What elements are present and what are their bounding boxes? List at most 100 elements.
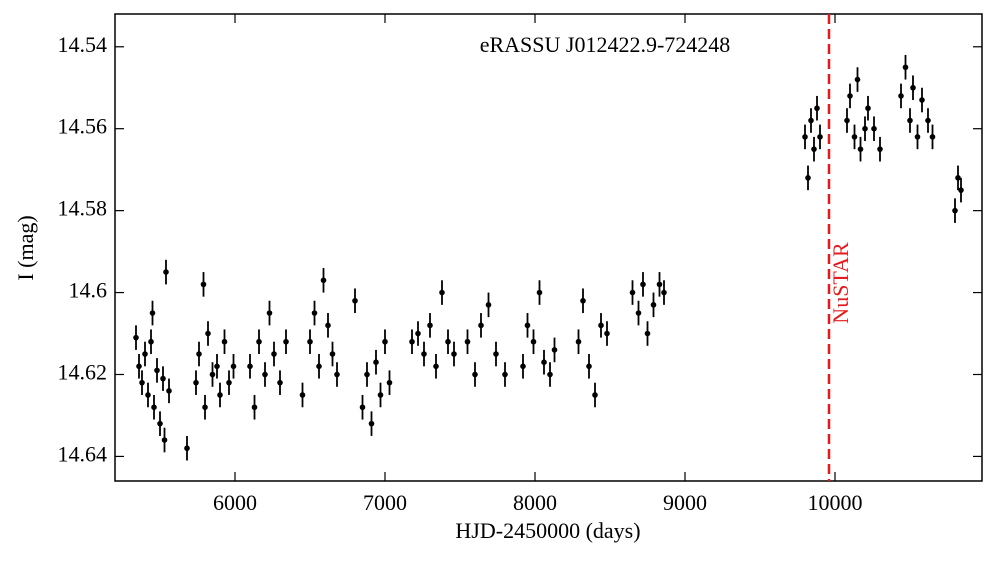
data-point: [661, 289, 667, 296]
data-point: [871, 125, 877, 132]
y-tick-label: 14.64: [58, 441, 108, 466]
data-point: [364, 371, 370, 378]
data-point: [811, 146, 817, 152]
x-tick-label: 7000: [363, 490, 407, 515]
data-point: [202, 404, 208, 411]
data-point: [382, 338, 388, 345]
data-point: [433, 363, 439, 370]
data-point: [329, 351, 336, 357]
data-point: [955, 175, 961, 181]
data-point: [299, 392, 306, 398]
data-point: [485, 302, 492, 308]
data-point: [851, 134, 858, 140]
x-axis-label: HJD-2450000 (days): [455, 518, 640, 543]
data-point: [325, 322, 331, 329]
data-point: [136, 363, 142, 370]
plot-frame: [114, 13, 983, 482]
y-tick-label: 14.54: [58, 32, 108, 57]
data-point: [154, 367, 160, 374]
data-point: [635, 310, 642, 316]
data-point: [200, 281, 207, 288]
y-tick-label: 14.58: [58, 196, 108, 221]
data-point: [148, 338, 154, 345]
data-point: [421, 351, 427, 357]
data-point: [166, 388, 172, 394]
data-point: [502, 371, 508, 378]
data-point: [271, 351, 277, 357]
data-point: [145, 392, 151, 398]
data-point: [277, 379, 283, 386]
data-point: [439, 289, 445, 296]
data-point: [161, 437, 168, 443]
data-point: [592, 392, 598, 398]
data-point: [650, 302, 657, 308]
data-point: [133, 334, 139, 341]
data-point: [640, 281, 646, 288]
data-point: [464, 338, 471, 345]
data-point: [334, 371, 340, 378]
data-point: [598, 322, 604, 329]
data-point: [898, 93, 904, 99]
data-point: [952, 207, 958, 214]
data-point: [196, 351, 202, 357]
data-point: [808, 117, 814, 124]
data-point: [163, 269, 169, 275]
data-point: [575, 338, 582, 345]
y-tick-label: 14.56: [58, 114, 108, 139]
x-tick-label: 10000: [808, 490, 863, 515]
reference-label: NuSTAR: [828, 242, 853, 324]
data-point: [226, 379, 232, 386]
data-point: [907, 117, 913, 124]
data-point: [256, 338, 262, 345]
data-point: [493, 351, 499, 357]
data-point: [520, 363, 526, 370]
x-tick-label: 9000: [663, 490, 707, 515]
data-point: [914, 134, 921, 140]
data-point: [445, 338, 451, 345]
data-point: [377, 392, 384, 398]
data-point: [536, 289, 543, 296]
data-point: [925, 117, 931, 124]
x-tick-label: 6000: [213, 490, 257, 515]
data-point: [316, 363, 322, 370]
data-point: [307, 338, 313, 345]
y-tick-label: 14.62: [58, 360, 108, 385]
data-point: [857, 146, 864, 152]
data-point: [817, 134, 823, 140]
data-point: [656, 281, 663, 288]
data-point: [877, 146, 883, 152]
data-point: [262, 371, 268, 378]
data-point: [541, 359, 547, 366]
data-point: [586, 363, 592, 370]
data-point: [373, 359, 379, 366]
annotation: eRASSU J012422.9-724248: [480, 32, 731, 57]
y-axis-label: I (mag): [13, 215, 38, 280]
data-point: [359, 404, 366, 411]
data-point: [902, 64, 909, 71]
data-point: [929, 134, 936, 140]
data-point: [266, 310, 273, 316]
data-point: [427, 322, 433, 329]
data-point: [530, 338, 537, 345]
data-point: [629, 289, 636, 296]
data-point: [221, 338, 228, 345]
data-point: [604, 330, 610, 337]
data-point: [217, 392, 223, 398]
data-point: [160, 375, 166, 382]
data-point: [149, 310, 156, 316]
data-point: [283, 338, 289, 345]
data-point: [580, 297, 586, 304]
data-point: [311, 310, 318, 316]
data-point: [386, 379, 393, 386]
data-point: [547, 371, 553, 378]
data-point: [472, 371, 478, 378]
data-point: [910, 84, 916, 91]
x-tick-label: 8000: [513, 490, 557, 515]
data-point: [958, 187, 964, 193]
data-point: [805, 175, 811, 181]
data-point: [551, 347, 558, 353]
data-point: [230, 363, 237, 370]
data-point: [184, 445, 190, 452]
data-point: [247, 363, 253, 370]
